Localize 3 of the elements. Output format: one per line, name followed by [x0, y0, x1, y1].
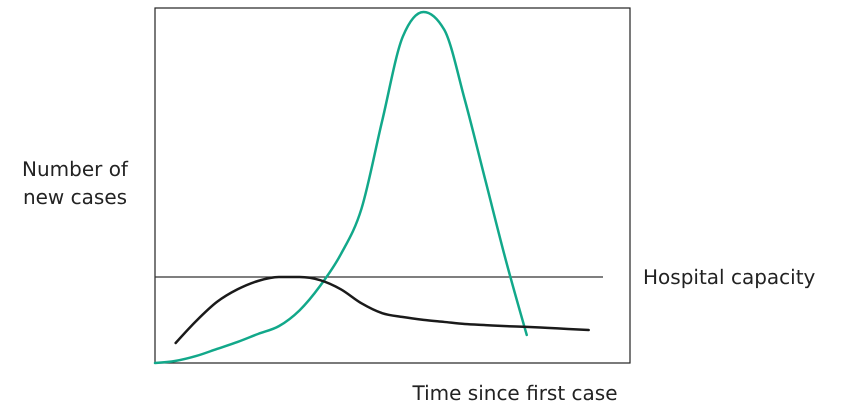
x-axis-title: Time since first case — [411, 381, 618, 405]
y-axis-title: Number of new cases — [22, 157, 129, 209]
ref-line-label: Hospital capacity — [643, 265, 816, 290]
